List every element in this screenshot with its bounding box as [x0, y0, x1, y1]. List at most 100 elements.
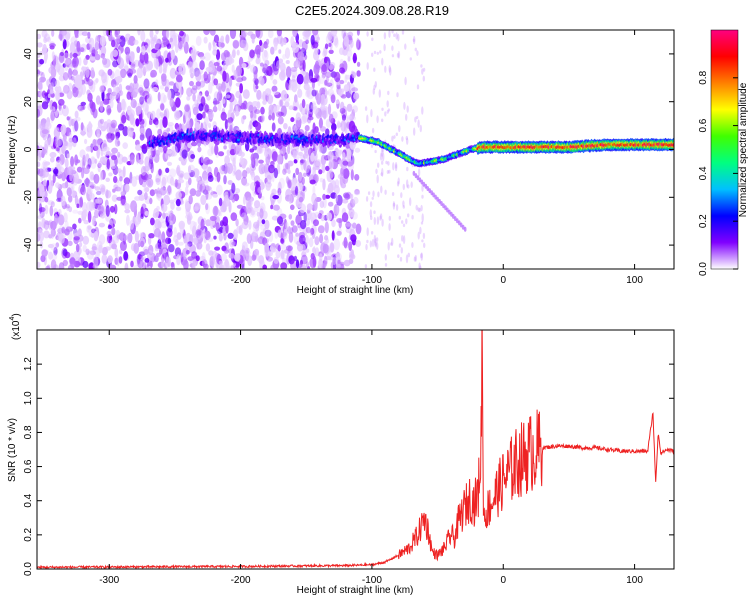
snr-y-tick-label: 0.0	[23, 562, 34, 576]
spectrogram-cell	[342, 198, 349, 204]
snr-x-tick-label: 0	[500, 575, 506, 586]
spectrogram-cell	[326, 212, 333, 221]
spectrogram-cell	[218, 197, 223, 207]
spectrogram-cell	[75, 243, 80, 253]
spectrogram-cell	[373, 234, 377, 243]
spectrogram-cell	[167, 256, 171, 268]
spectrogram-cell	[68, 64, 73, 76]
spectrogram-cell	[222, 216, 229, 227]
spectrogram-cell	[127, 125, 131, 137]
spectrogram-cell	[39, 89, 43, 100]
spectrogram-cell	[48, 251, 53, 260]
spectrogram-cell	[168, 244, 175, 253]
spectrogram-cell	[392, 201, 396, 210]
spectrogram-cell	[334, 71, 341, 83]
spectrogram-cell	[130, 98, 137, 109]
spectrogram-cell	[384, 254, 387, 261]
spectrogram-cell	[374, 149, 377, 154]
spectrogram-cell	[314, 159, 322, 169]
spectrogram-cell	[217, 209, 221, 217]
spectrogram-cell	[159, 187, 167, 196]
spectrogram-cell	[146, 93, 153, 105]
spectrogram-cell	[301, 176, 305, 185]
spectrogram-cell	[187, 241, 193, 247]
spectrogram-cell	[203, 157, 210, 166]
spectrogram-cell	[165, 57, 169, 63]
spectrogram-cell	[114, 69, 121, 81]
spectrogram-cell	[87, 210, 92, 223]
spectrogram-cell	[91, 46, 96, 58]
spectrogram-cell	[376, 51, 379, 55]
spectrogram-cell	[144, 156, 150, 168]
spectrogram-cell	[343, 84, 350, 92]
spectrogram-cell	[398, 215, 401, 220]
spectrogram-cell	[277, 244, 281, 252]
spectrogram-cell	[226, 162, 234, 175]
snr-x-tick-label: -300	[99, 575, 119, 586]
spectrogram-cell	[116, 92, 120, 104]
spectrogram-cell	[367, 191, 371, 196]
spectrogram-cell	[323, 106, 329, 111]
spectrogram-cell	[346, 149, 352, 160]
spectrogram-cell	[129, 219, 135, 230]
spectrogram-cell	[107, 68, 113, 76]
spectrogram-cell	[127, 39, 131, 45]
spectrogram-cell	[436, 196, 439, 202]
spectrogram-cell	[348, 120, 356, 133]
spectrogram-cell	[295, 214, 302, 225]
spectrogram-cell	[312, 30, 319, 36]
spectrogram-cell	[416, 50, 419, 56]
spectrogram-cell	[185, 249, 190, 255]
spectrogram-cell	[78, 217, 82, 224]
spectrogram-cell	[186, 95, 191, 101]
spectrogram-cell	[49, 205, 54, 217]
spectrogram-cell	[248, 220, 252, 230]
spectrogram-cell	[97, 119, 103, 129]
spectrogram-cell	[262, 99, 267, 105]
spectrogram-cell	[38, 71, 43, 76]
spectrogram-cell	[167, 122, 174, 127]
spectrogram-cell	[306, 203, 313, 211]
spectrogram-cell	[280, 62, 286, 73]
spectrogram-cell	[154, 189, 158, 194]
spectrogram-cell	[88, 121, 92, 134]
spectrogram-cell	[53, 168, 59, 175]
spectrogram-cell	[189, 118, 194, 128]
spectrogram-cell	[388, 30, 391, 38]
spectrogram-cell	[191, 85, 198, 91]
spectrogram-cell	[223, 163, 228, 175]
snr-multiplier-exp: 4	[9, 317, 16, 321]
spectrogram-cell	[154, 43, 162, 50]
spectrogram-cell	[88, 37, 95, 50]
spectrogram-cell	[86, 186, 92, 194]
spectrogram-cell	[333, 238, 341, 251]
spectrogram-cell	[397, 50, 401, 59]
spectrogram-cell	[70, 156, 75, 168]
spectrogram-cell	[58, 98, 65, 106]
spectrogram-cell	[46, 36, 52, 43]
spectrogram-cell	[82, 167, 90, 175]
spectrogram-cell	[319, 87, 326, 96]
spectrogram-cell	[420, 253, 423, 259]
spectrogram-cell	[62, 72, 69, 81]
spectrogram-cell	[411, 242, 414, 248]
spectrogram-cell	[391, 237, 394, 247]
spectrogram-cell	[107, 224, 112, 230]
spectrogram-cell	[49, 106, 56, 112]
spectrogram-cell	[397, 33, 400, 42]
spectrogram-cell	[195, 70, 202, 82]
spectrogram-cell	[101, 78, 108, 87]
spectrogram-cell	[123, 65, 129, 72]
spectrogram-cell	[376, 216, 380, 225]
spectrogram-cell	[41, 90, 47, 99]
spectrogram-cell	[151, 36, 157, 42]
spectrogram-cell	[212, 121, 217, 129]
spectrogram-cell	[149, 120, 153, 125]
spectrogram-cell	[37, 42, 43, 48]
spectrogram-y-axis-label: Frequency (Hz)	[7, 116, 18, 185]
spectrogram-cell	[37, 261, 41, 269]
spectrogram-cell	[301, 251, 307, 258]
spectrogram-cell	[183, 259, 189, 269]
spectrogram-cell	[207, 237, 214, 242]
spectrogram-cell	[304, 161, 310, 174]
